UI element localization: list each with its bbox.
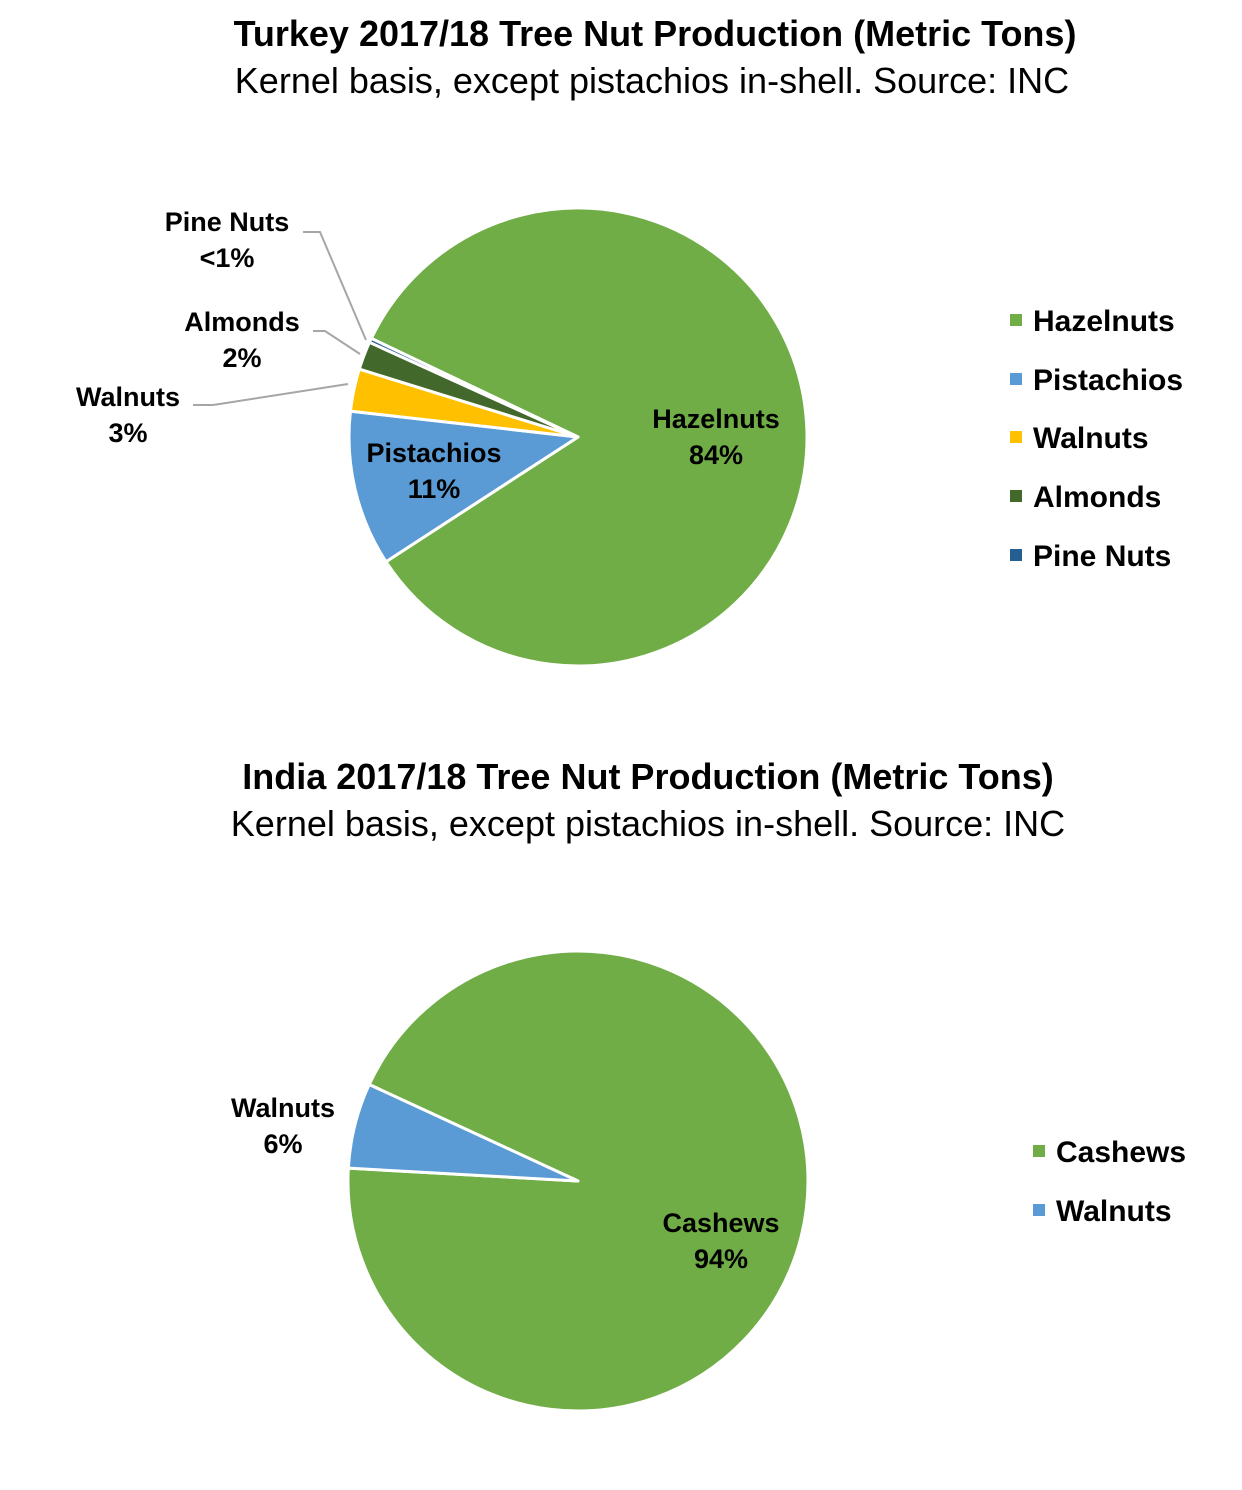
legend-swatch-pine-nuts [1010, 549, 1022, 561]
pie-slice-walnuts [346, 1083, 580, 1183]
data-label-pistachios-value: 11% [408, 474, 461, 504]
legend-swatch-cashews [1033, 1145, 1045, 1157]
turkey-subtitle: Kernel basis, except pistachios in-shell… [235, 60, 1069, 101]
legend-swatch-pistachios [1010, 373, 1022, 385]
india-legend: Cashews Walnuts [1033, 1136, 1186, 1228]
legend-label-pistachios: Pistachios [1033, 364, 1183, 397]
india-title: India 2017/18 Tree Nut Production (Metri… [242, 756, 1054, 797]
data-label-almonds-name: Almonds [184, 307, 300, 337]
pie-slice-hazelnuts [369, 206, 809, 668]
india-chart: India 2017/18 Tree Nut Production (Metri… [231, 756, 1186, 1413]
india-pie [346, 949, 810, 1413]
data-label-walnuts-name: Walnuts [231, 1093, 335, 1123]
legend-swatch-hazelnuts [1010, 314, 1022, 326]
pie-slice-pine-nuts [367, 336, 580, 439]
leader-line-pine-nuts [303, 231, 367, 341]
legend-label-pine-nuts: Pine Nuts [1033, 540, 1171, 573]
india-subtitle: Kernel basis, except pistachios in-shell… [231, 803, 1065, 844]
legend-label-hazelnuts: Hazelnuts [1033, 305, 1175, 338]
turkey-title: Turkey 2017/18 Tree Nut Production (Metr… [234, 13, 1077, 54]
turkey-pie [347, 206, 809, 668]
legend-label-cashews: Cashews [1056, 1136, 1186, 1169]
data-label-walnuts-name: Walnuts [76, 382, 180, 412]
data-label-pistachios-name: Pistachios [366, 438, 501, 468]
data-label-hazelnuts-value: 84% [689, 440, 743, 470]
legend-swatch-walnuts [1033, 1204, 1045, 1216]
turkey-legend: Hazelnuts Pistachios Walnuts Almonds Pin… [1010, 305, 1183, 573]
data-label-pine-nuts-name: Pine Nuts [165, 207, 290, 237]
data-label-pine-nuts-value: <1% [200, 243, 255, 273]
data-label-hazelnuts-name: Hazelnuts [652, 404, 780, 434]
leader-line-almonds [313, 330, 361, 355]
data-label-almonds-value: 2% [222, 343, 261, 373]
legend-swatch-almonds [1010, 490, 1022, 502]
legend-label-walnuts: Walnuts [1056, 1195, 1172, 1228]
legend-label-walnuts: Walnuts [1033, 422, 1149, 455]
data-label-cashews-name: Cashews [662, 1208, 779, 1238]
data-label-walnuts-value: 3% [108, 418, 147, 448]
turkey-chart: Turkey 2017/18 Tree Nut Production (Metr… [76, 13, 1183, 668]
pie-slice-pistachios [347, 409, 580, 564]
data-label-walnuts-value: 6% [263, 1129, 302, 1159]
legend-label-almonds: Almonds [1033, 481, 1161, 514]
legend-swatch-walnuts [1010, 431, 1022, 443]
data-label-cashews-value: 94% [694, 1244, 748, 1274]
leader-line-walnuts [193, 383, 349, 406]
